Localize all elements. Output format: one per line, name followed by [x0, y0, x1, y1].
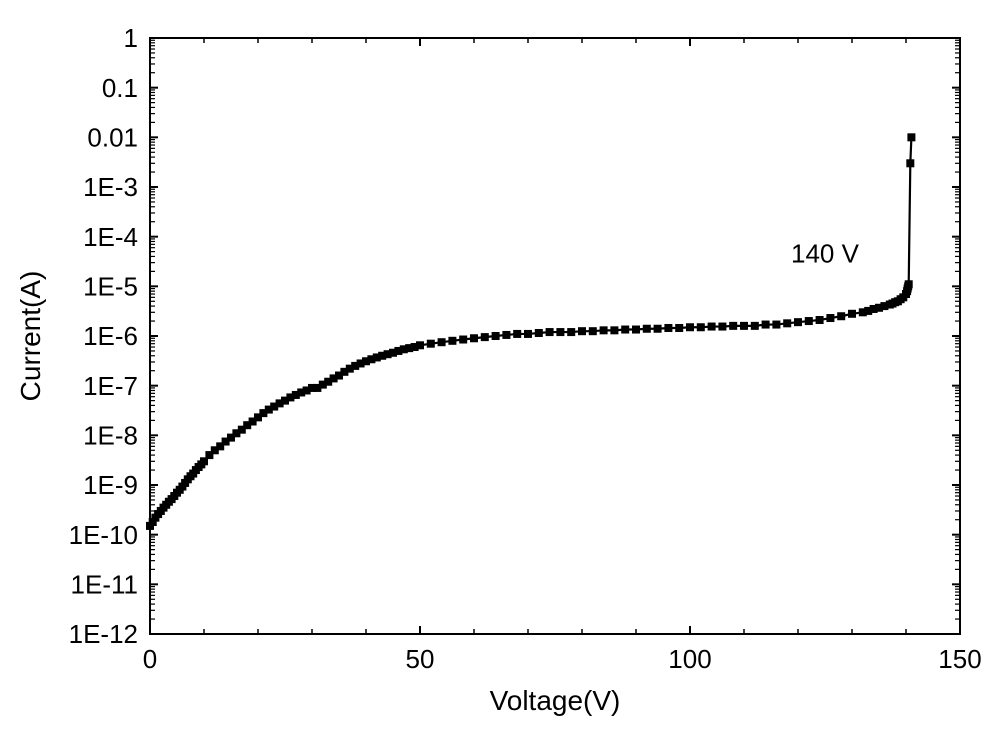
y-tick-label: 1E-7 [83, 371, 138, 401]
y-tick-label: 1E-5 [83, 271, 138, 301]
breakdown-annotation: 140 V [791, 239, 860, 269]
y-tick-label: 0.1 [102, 73, 138, 103]
y-tick-label: 0.01 [87, 122, 138, 152]
y-tick-label: 1E-4 [83, 222, 138, 252]
x-tick-label: 100 [668, 644, 711, 674]
y-tick-label: 1E-10 [69, 520, 138, 550]
y-tick-label: 1E-8 [83, 420, 138, 450]
x-tick-label: 50 [406, 644, 435, 674]
y-tick-label: 1E-3 [83, 172, 138, 202]
y-tick-label: 1 [124, 23, 138, 53]
y-tick-label: 1E-11 [71, 569, 138, 599]
y-tick-label: 1E-12 [69, 619, 138, 649]
x-tick-label: 0 [143, 644, 157, 674]
y-tick-label: 1E-6 [83, 321, 138, 351]
y-tick-label: 1E-9 [83, 470, 138, 500]
x-tick-label: 150 [938, 644, 981, 674]
iv-chart: 0 50 100 150 1E-12 1E-11 1E-10 1E-9 1E-8 1E-7 1E-6… [0, 0, 1000, 734]
chart-svg: 0 50 100 150 1E-12 1E-11 1E-10 1E-9 1E-8 1E-7 1E-6… [0, 0, 1000, 734]
x-axis-label: Voltage(V) [490, 685, 621, 716]
y-axis-label: Current(A) [15, 271, 46, 402]
